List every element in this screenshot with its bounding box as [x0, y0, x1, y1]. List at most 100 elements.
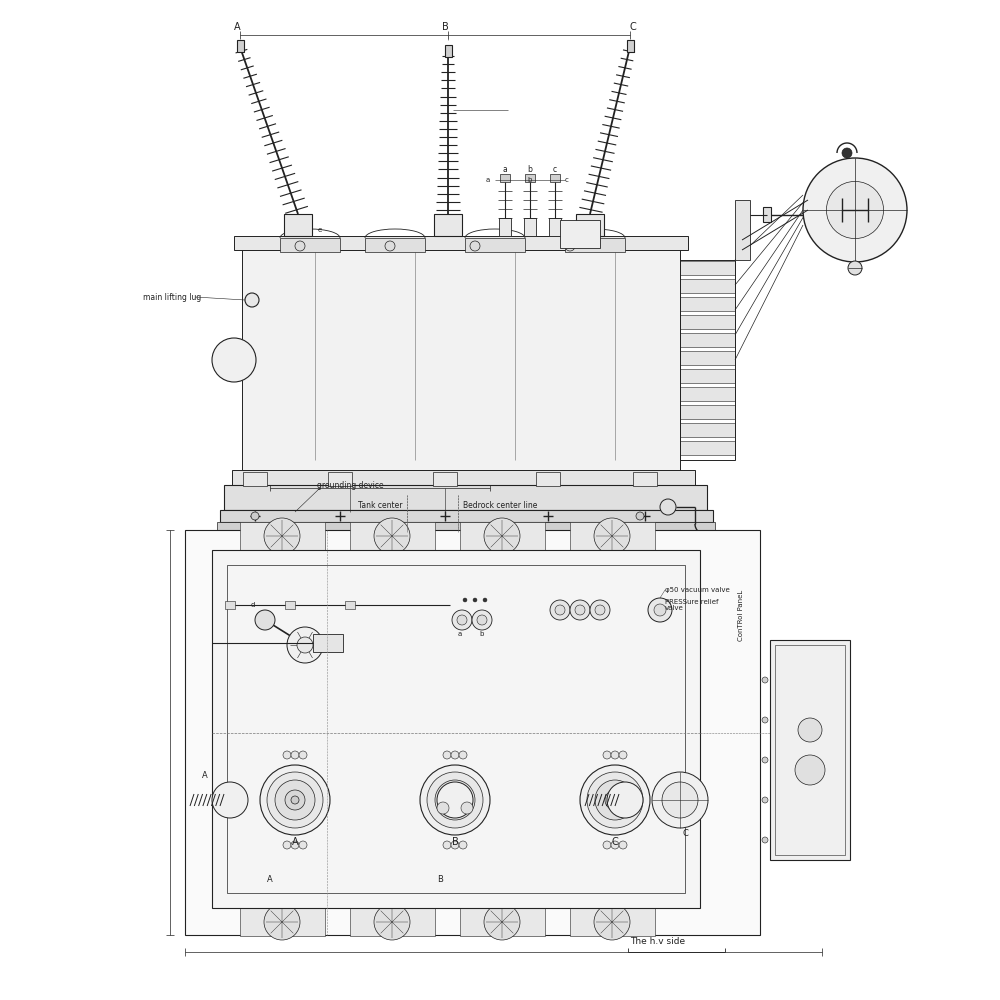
- Circle shape: [483, 598, 487, 602]
- Bar: [627, 40, 634, 52]
- Circle shape: [470, 241, 480, 251]
- Circle shape: [477, 615, 487, 625]
- Text: A: A: [234, 22, 240, 32]
- Circle shape: [848, 261, 862, 275]
- Bar: [434, 214, 462, 236]
- Circle shape: [299, 841, 307, 849]
- Circle shape: [275, 780, 315, 820]
- Bar: [240, 908, 325, 936]
- Circle shape: [662, 782, 698, 818]
- Circle shape: [472, 610, 492, 630]
- Circle shape: [463, 598, 467, 602]
- Text: ConTRol PaneL: ConTRol PaneL: [738, 589, 744, 641]
- Circle shape: [660, 499, 676, 515]
- Circle shape: [762, 797, 768, 803]
- Text: b: b: [528, 165, 532, 174]
- Text: a: a: [458, 631, 462, 637]
- Bar: [237, 40, 244, 52]
- Circle shape: [451, 751, 459, 759]
- Bar: [576, 214, 604, 236]
- Circle shape: [798, 718, 822, 742]
- Text: φ50 vacuum valve: φ50 vacuum valve: [665, 587, 730, 593]
- Bar: [680, 351, 735, 365]
- Bar: [680, 369, 735, 383]
- Bar: [242, 250, 680, 470]
- Circle shape: [619, 841, 627, 849]
- Circle shape: [287, 627, 323, 663]
- Circle shape: [245, 293, 259, 307]
- Text: A: A: [202, 770, 208, 780]
- Bar: [224, 485, 707, 510]
- Circle shape: [611, 796, 619, 804]
- Circle shape: [587, 772, 643, 828]
- Bar: [735, 200, 750, 260]
- Bar: [212, 550, 700, 908]
- Text: main lifting lug: main lifting lug: [143, 292, 201, 302]
- Bar: [227, 565, 685, 893]
- Circle shape: [435, 780, 475, 820]
- Text: a: a: [486, 177, 490, 183]
- Circle shape: [445, 790, 465, 810]
- Circle shape: [762, 677, 768, 683]
- Circle shape: [385, 241, 395, 251]
- Bar: [220, 510, 713, 522]
- Bar: [313, 634, 343, 652]
- Bar: [525, 174, 535, 182]
- Circle shape: [212, 782, 248, 818]
- Circle shape: [473, 598, 477, 602]
- Bar: [460, 908, 545, 936]
- Circle shape: [550, 600, 570, 620]
- Circle shape: [611, 751, 619, 759]
- Circle shape: [291, 796, 299, 804]
- Bar: [280, 238, 340, 252]
- Circle shape: [264, 904, 300, 940]
- Circle shape: [297, 637, 313, 653]
- Circle shape: [652, 772, 708, 828]
- Circle shape: [283, 841, 291, 849]
- Circle shape: [291, 751, 299, 759]
- Circle shape: [762, 717, 768, 723]
- Bar: [365, 238, 425, 252]
- Text: A: A: [267, 876, 273, 884]
- Circle shape: [803, 158, 907, 262]
- Circle shape: [295, 241, 305, 251]
- Text: B: B: [442, 22, 448, 32]
- Text: b: b: [480, 631, 484, 637]
- Bar: [345, 601, 355, 609]
- Text: B: B: [437, 876, 443, 884]
- Text: The h.v side: The h.v side: [630, 938, 685, 946]
- Bar: [225, 601, 235, 609]
- Bar: [550, 174, 560, 182]
- Bar: [770, 640, 850, 860]
- Circle shape: [607, 782, 643, 818]
- Circle shape: [611, 841, 619, 849]
- Bar: [680, 297, 735, 311]
- Circle shape: [603, 841, 611, 849]
- Bar: [217, 522, 715, 532]
- Text: e: e: [318, 227, 322, 233]
- Circle shape: [636, 512, 644, 520]
- Circle shape: [603, 751, 611, 759]
- Circle shape: [842, 148, 852, 158]
- Bar: [460, 522, 545, 550]
- Bar: [680, 279, 735, 293]
- Bar: [500, 174, 510, 182]
- Bar: [763, 207, 771, 222]
- Bar: [243, 472, 267, 486]
- Text: C: C: [682, 828, 688, 838]
- Bar: [680, 260, 735, 460]
- Circle shape: [255, 610, 275, 630]
- Circle shape: [443, 751, 451, 759]
- Bar: [185, 530, 760, 935]
- Circle shape: [427, 772, 483, 828]
- Text: a: a: [503, 165, 507, 174]
- Bar: [680, 333, 735, 347]
- Text: B: B: [452, 837, 458, 847]
- Text: grounding device: grounding device: [317, 481, 383, 489]
- Circle shape: [555, 605, 565, 615]
- Circle shape: [762, 757, 768, 763]
- Text: d: d: [251, 602, 255, 608]
- Circle shape: [264, 518, 300, 554]
- Bar: [680, 387, 735, 401]
- Circle shape: [565, 241, 575, 251]
